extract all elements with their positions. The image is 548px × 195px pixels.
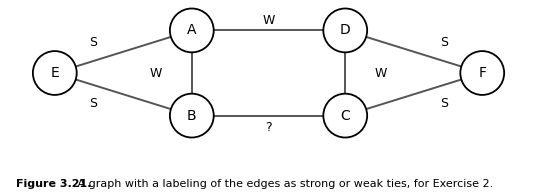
Text: E: E	[50, 66, 59, 80]
Text: A: A	[187, 23, 197, 37]
Text: F: F	[478, 66, 486, 80]
Text: S: S	[89, 97, 97, 110]
Ellipse shape	[170, 9, 214, 52]
Text: B: B	[187, 109, 197, 123]
Text: A graph with a labeling of the edges as strong or weak ties, for Exercise 2.: A graph with a labeling of the edges as …	[74, 179, 493, 189]
Text: ?: ?	[265, 121, 272, 134]
Ellipse shape	[323, 9, 367, 52]
Text: S: S	[440, 36, 448, 49]
Text: W: W	[375, 66, 387, 80]
Ellipse shape	[323, 94, 367, 137]
Text: S: S	[440, 97, 448, 110]
Ellipse shape	[170, 94, 214, 137]
Text: D: D	[340, 23, 351, 37]
Text: W: W	[150, 66, 162, 80]
Text: S: S	[89, 36, 97, 49]
Ellipse shape	[33, 51, 77, 95]
Text: W: W	[262, 14, 275, 27]
Ellipse shape	[460, 51, 504, 95]
Text: C: C	[340, 109, 350, 123]
Text: Figure 3.21.: Figure 3.21.	[16, 179, 92, 189]
